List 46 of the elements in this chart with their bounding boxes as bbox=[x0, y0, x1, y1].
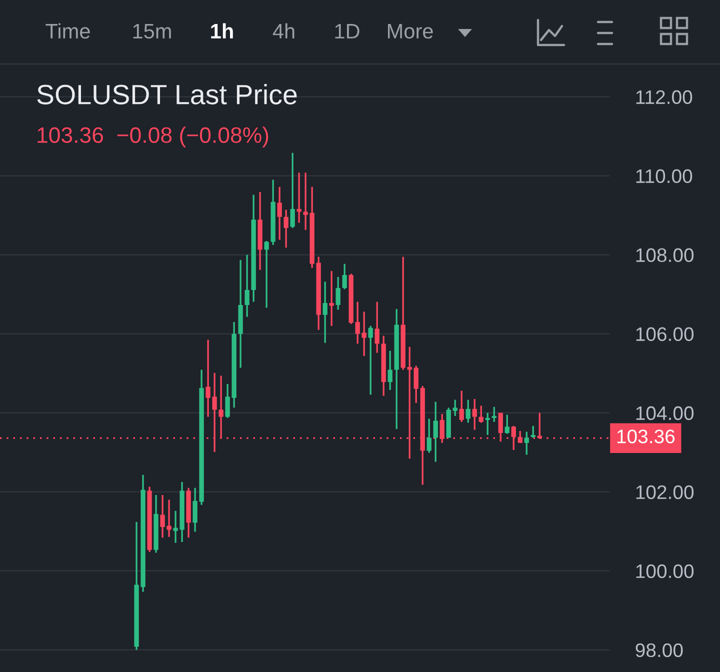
y-tick-label: 100.00 bbox=[636, 564, 694, 578]
y-tick-label: 102.00 bbox=[636, 485, 694, 500]
text: More bbox=[388, 24, 433, 39]
candlestick bbox=[433, 400, 438, 463]
candlestick bbox=[452, 398, 458, 417]
y-tick-label: 108.00 bbox=[636, 248, 694, 262]
candlestick bbox=[466, 398, 470, 424]
candlestick bbox=[290, 152, 295, 229]
candlestick bbox=[524, 430, 529, 456]
candlestick bbox=[498, 412, 503, 443]
y-tick-label: 106.00 bbox=[636, 327, 694, 342]
candlestick bbox=[426, 418, 432, 454]
text: 4h bbox=[272, 23, 294, 38]
candlestick bbox=[492, 406, 496, 423]
candlestick bbox=[329, 270, 334, 327]
candlestick bbox=[518, 430, 522, 444]
candlestick bbox=[504, 414, 510, 435]
text: 1D bbox=[335, 24, 360, 38]
candlestick bbox=[342, 263, 347, 290]
candlestick bbox=[374, 300, 380, 354]
candlestick bbox=[414, 364, 418, 404]
candlestick bbox=[284, 208, 288, 249]
candlestick bbox=[296, 172, 302, 224]
ref-line-label: 103.36 bbox=[617, 430, 675, 444]
candlestick bbox=[478, 404, 484, 424]
y-tick-label: 112.00 bbox=[636, 90, 692, 104]
candlestick bbox=[472, 398, 477, 431]
y-tick-label: 98.00 bbox=[636, 643, 683, 658]
candlestick bbox=[277, 186, 282, 241]
candlestick bbox=[264, 240, 269, 309]
y-tick-label: 104.00 bbox=[636, 406, 694, 420]
candlestick bbox=[485, 412, 490, 436]
candlestick bbox=[336, 276, 340, 311]
y-tick-label: 110.00 bbox=[636, 169, 692, 184]
candlestick bbox=[322, 280, 328, 344]
candlestick bbox=[440, 413, 444, 444]
text: 1h bbox=[211, 23, 233, 38]
text: 103.36 −0.08 (−0.08%) bbox=[38, 126, 268, 148]
candlestick bbox=[368, 325, 373, 396]
candlestick bbox=[530, 425, 536, 439]
candlestick bbox=[459, 390, 464, 423]
candlestick bbox=[244, 254, 250, 318]
text: 15m bbox=[133, 24, 171, 39]
text: SOLUSDT Last Price bbox=[37, 84, 297, 104]
candlestick bbox=[388, 350, 392, 391]
text: Time bbox=[46, 23, 90, 39]
